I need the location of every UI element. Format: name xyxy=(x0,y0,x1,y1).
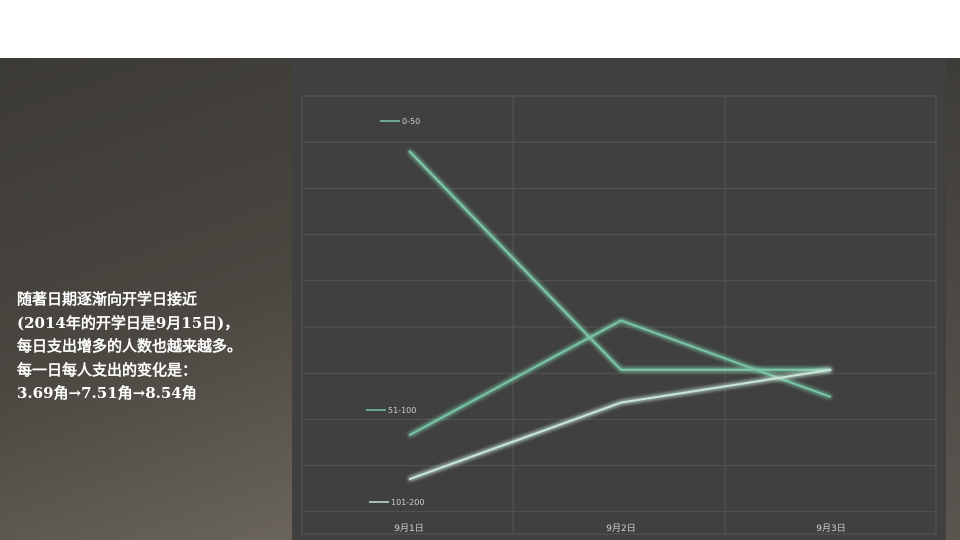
legend-label-0-50: 0-50 xyxy=(402,117,420,126)
caption-text: 随著日期逐渐向开学日接近 (2014年的开学日是9月15日)， 每日支出增多的人… xyxy=(17,288,289,406)
chart-panel: 0-50 51-100 101-200 9月1日 9月2日 9月3日 xyxy=(292,58,946,540)
series-line-101-200 xyxy=(408,368,832,481)
top-band xyxy=(0,0,960,58)
caption-line-4: 每一日每人支出的变化是： xyxy=(17,360,198,379)
caption-line-3: 每日支出增多的人数也越来越多。 xyxy=(17,337,243,355)
plot-border xyxy=(301,95,937,535)
caption-line-2: (2014年的开学日是9月15日)， xyxy=(17,313,240,332)
series-line-0-50 xyxy=(408,150,831,371)
caption-line-1: 随著日期逐渐向开学日接近 xyxy=(17,290,198,308)
x-tick-label-3: 9月3日 xyxy=(816,523,845,534)
line-chart: 0-50 51-100 101-200 9月1日 9月2日 9月3日 xyxy=(301,95,937,535)
chart-grid xyxy=(301,95,937,535)
series-line-51-100 xyxy=(408,319,832,437)
legend: 0-50 51-100 101-200 xyxy=(366,117,424,507)
legend-label-51-100: 51-100 xyxy=(388,406,416,415)
right-edge-strip xyxy=(946,58,960,540)
caption-panel: 随著日期逐渐向开学日接近 (2014年的开学日是9月15日)， 每日支出增多的人… xyxy=(0,58,292,540)
caption-line-5: 3.69角→7.51角→8.54角 xyxy=(17,384,197,402)
x-tick-label-1: 9月1日 xyxy=(394,523,423,534)
series-lines xyxy=(408,150,832,481)
x-tick-label-2: 9月2日 xyxy=(606,523,635,534)
x-axis-ticks: 9月1日 9月2日 9月3日 xyxy=(394,523,845,534)
legend-label-101-200: 101-200 xyxy=(391,498,424,507)
